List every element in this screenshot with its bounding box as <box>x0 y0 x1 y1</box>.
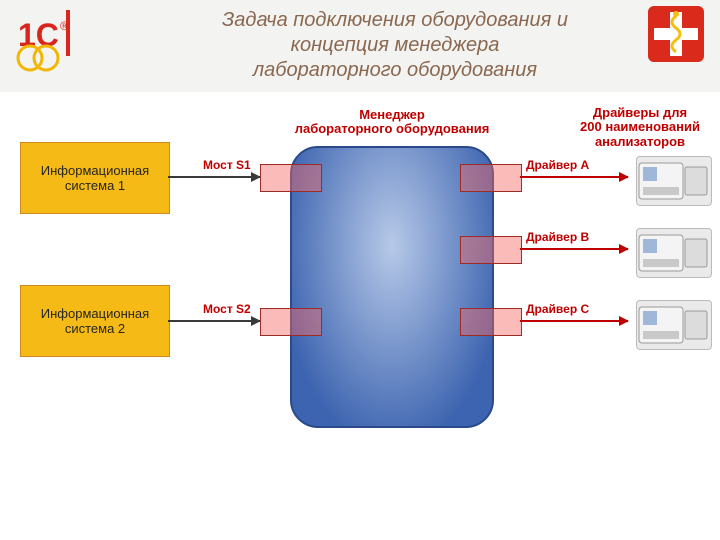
medical-logo-icon <box>644 2 708 66</box>
svg-text:®: ® <box>60 19 69 33</box>
driver-b-slot <box>460 236 522 264</box>
slide-title: Задача подключения оборудования иконцепц… <box>150 8 640 83</box>
bridge-2-label: Мост S2 <box>203 302 251 316</box>
driver-c-label: Драйвер C <box>526 302 589 316</box>
analyzer-device-2 <box>636 228 712 278</box>
analyzer-device-3 <box>636 300 712 350</box>
drivers-heading: Драйверы для200 наименованийанализаторов <box>564 106 716 149</box>
driver-b-label: Драйвер B <box>526 230 589 244</box>
arrow-4 <box>520 248 628 250</box>
driver-a-label: Драйвер A <box>526 158 589 172</box>
manager-heading: Менеджерлабораторного оборудования <box>262 108 522 137</box>
driver-a-slot <box>460 164 522 192</box>
driver-c-slot <box>460 308 522 336</box>
vendor-logo: 1С ® <box>12 6 84 78</box>
arrow-1 <box>168 176 260 178</box>
title-line: Задача подключения оборудования и <box>150 8 640 33</box>
title-line: лабораторного оборудования <box>150 58 640 83</box>
bridge-2-slot <box>260 308 322 336</box>
arrow-2 <box>168 320 260 322</box>
info-system-1: Информационнаясистема 1 <box>20 142 170 214</box>
bridge-1-label: Мост S1 <box>203 158 251 172</box>
arrow-3 <box>520 176 628 178</box>
info-system-2: Информационнаясистема 2 <box>20 285 170 357</box>
analyzer-device-1 <box>636 156 712 206</box>
arrow-5 <box>520 320 628 322</box>
bridge-1-slot <box>260 164 322 192</box>
slide: 1С ® Задача подключения оборудования ико… <box>0 0 720 540</box>
title-line: концепция менеджера <box>150 33 640 58</box>
